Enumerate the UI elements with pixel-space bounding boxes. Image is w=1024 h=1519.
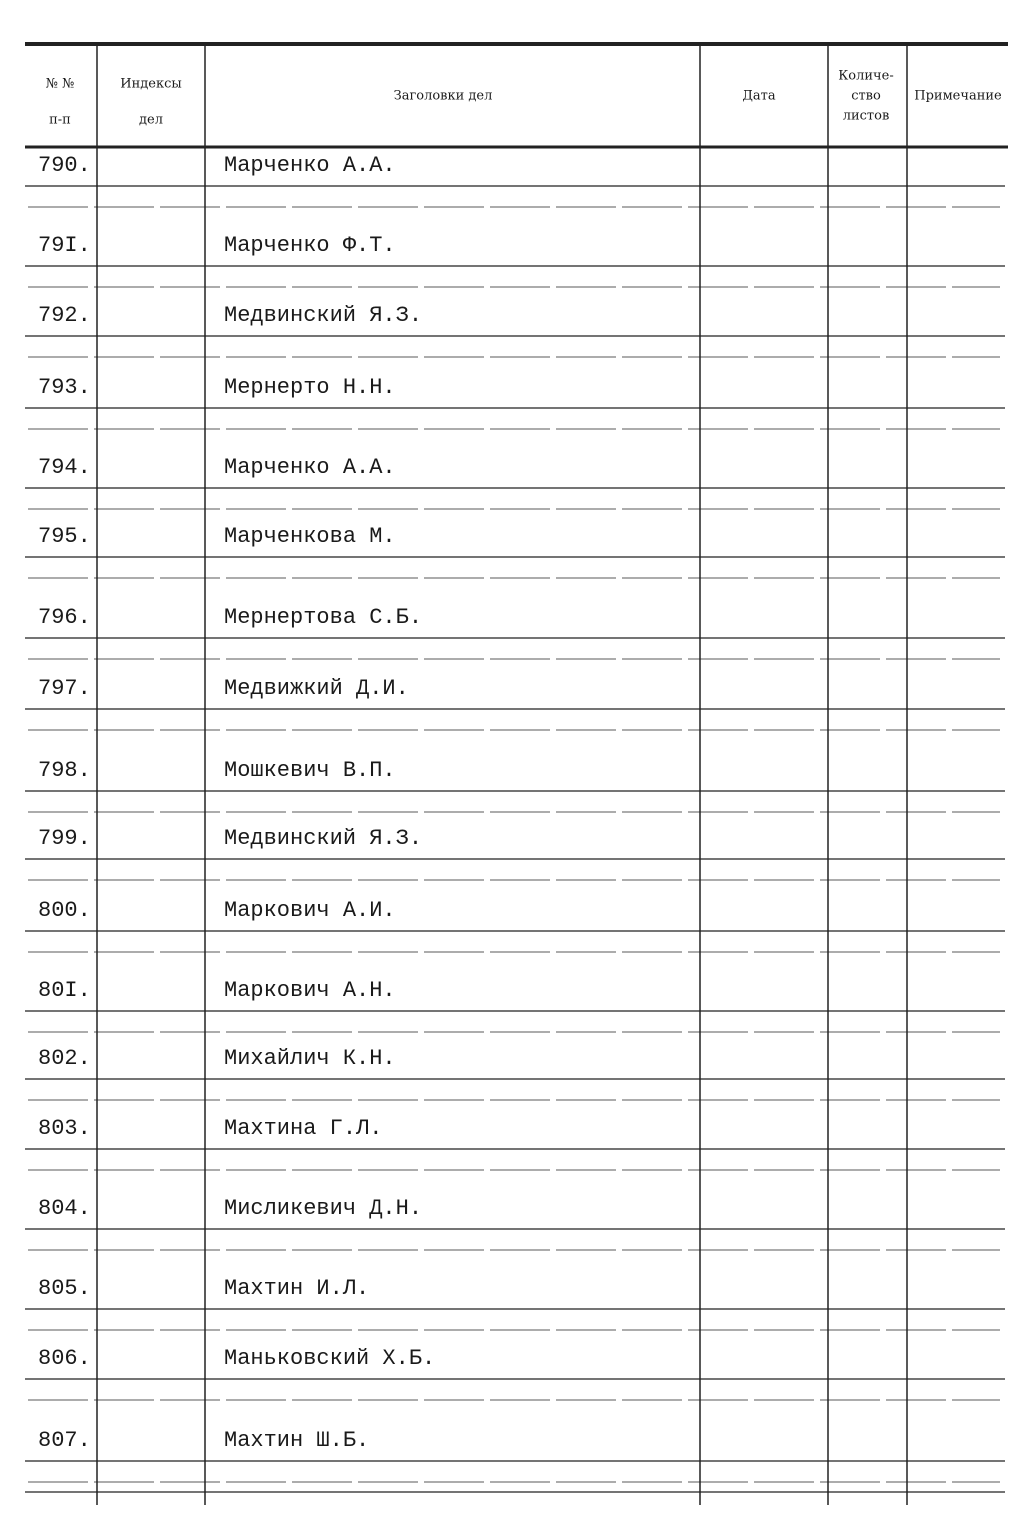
header-label: Заголовки дел — [394, 89, 493, 104]
case-number: 800. — [38, 898, 91, 923]
case-title: Марченко А.А. — [224, 153, 396, 178]
case-number: 80I. — [38, 978, 91, 1003]
case-title: Медвинский Я.З. — [224, 303, 422, 328]
case-number: 807. — [38, 1428, 91, 1453]
header-label: листов — [843, 109, 890, 124]
case-title: Маркович А.И. — [224, 898, 396, 923]
header-label: дел — [139, 113, 163, 128]
case-number: 796. — [38, 605, 91, 630]
case-title: Махтин Ш.Б. — [224, 1428, 369, 1453]
case-title: Мошкевич В.П. — [224, 758, 396, 783]
case-number: 793. — [38, 375, 91, 400]
header-label: Количе- — [838, 69, 894, 84]
case-title: Махтина Г.Л. — [224, 1116, 382, 1141]
header-label: Индексы — [120, 77, 181, 92]
case-number: 804. — [38, 1196, 91, 1221]
case-title: Маркович А.Н. — [224, 978, 396, 1003]
case-number: 806. — [38, 1346, 91, 1371]
case-title: Мисликевич Д.Н. — [224, 1196, 422, 1221]
case-number: 79I. — [38, 233, 91, 258]
case-title: Марченко Ф.Т. — [224, 233, 396, 258]
header-label: п-п — [49, 113, 71, 128]
case-title: Михайлич К.Н. — [224, 1046, 396, 1071]
case-title: Марченко А.А. — [224, 455, 396, 480]
case-number: 803. — [38, 1116, 91, 1141]
case-number: 792. — [38, 303, 91, 328]
case-number: 805. — [38, 1276, 91, 1301]
header-label: ство — [851, 89, 881, 104]
case-title: Медвинский Я.З. — [224, 826, 422, 851]
case-number: 790. — [38, 153, 91, 178]
case-title: Мернерто Н.Н. — [224, 375, 396, 400]
case-title: Махтин И.Л. — [224, 1276, 369, 1301]
case-number: 799. — [38, 826, 91, 851]
case-title: Маньковский Х.Б. — [224, 1346, 435, 1371]
case-number: 802. — [38, 1046, 91, 1071]
case-number: 798. — [38, 758, 91, 783]
case-number: 794. — [38, 455, 91, 480]
case-number: 797. — [38, 676, 91, 701]
case-title: Марченкова М. — [224, 524, 396, 549]
header-label: № № — [46, 77, 75, 92]
header-label: Примечание — [914, 89, 1002, 104]
case-title: Мернертова С.Б. — [224, 605, 422, 630]
header-label: Дата — [742, 89, 776, 104]
case-number: 795. — [38, 524, 91, 549]
case-title: Медвижкий Д.И. — [224, 676, 409, 701]
